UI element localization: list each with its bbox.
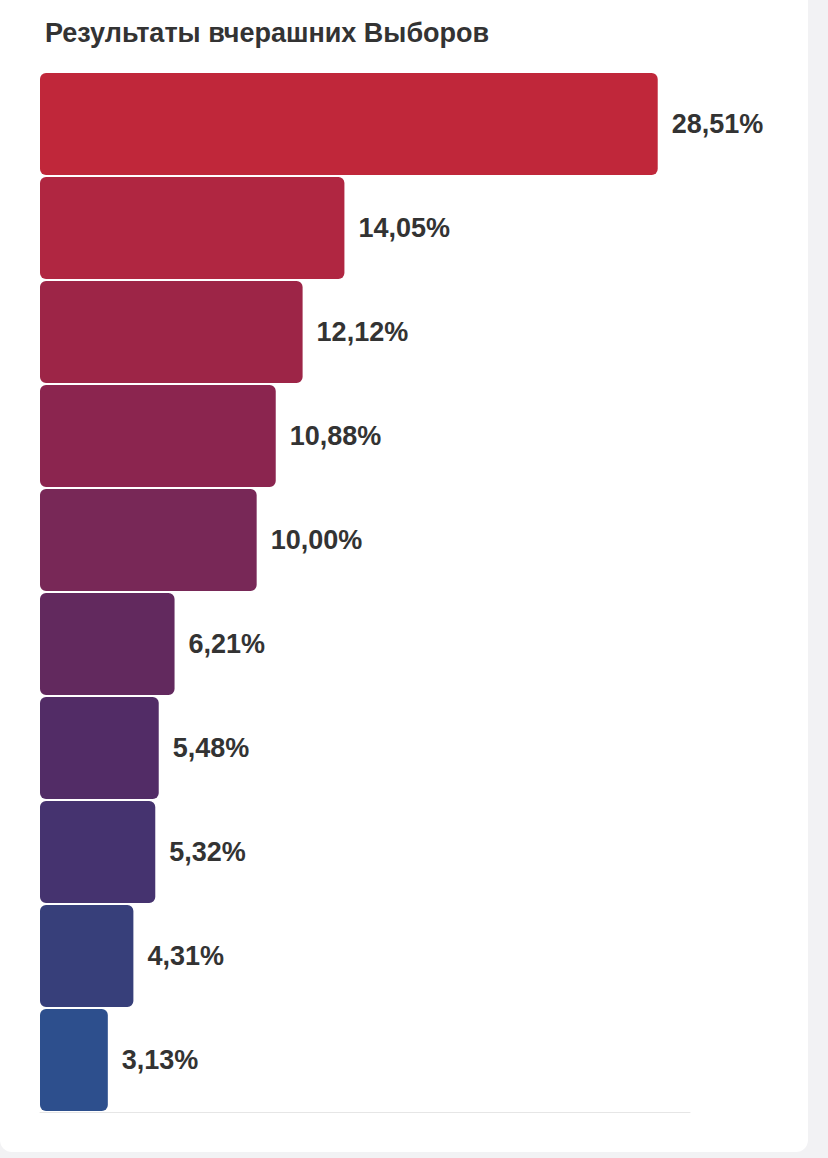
svg-text:5,32%: 5,32% [169, 837, 246, 867]
svg-text:12,12%: 12,12% [317, 317, 409, 347]
svg-text:10,88%: 10,88% [290, 421, 382, 451]
svg-text:28,51%: 28,51% [672, 109, 764, 139]
svg-text:4,31%: 4,31% [147, 941, 224, 971]
svg-text:5,48%: 5,48% [173, 733, 250, 763]
svg-text:3,13%: 3,13% [122, 1045, 199, 1075]
svg-text:6,21%: 6,21% [189, 629, 266, 659]
svg-text:10,00%: 10,00% [271, 525, 363, 555]
svg-text:14,05%: 14,05% [358, 213, 450, 243]
svg-text:Результаты вчерашних Выборов: Результаты вчерашних Выборов [45, 18, 489, 48]
